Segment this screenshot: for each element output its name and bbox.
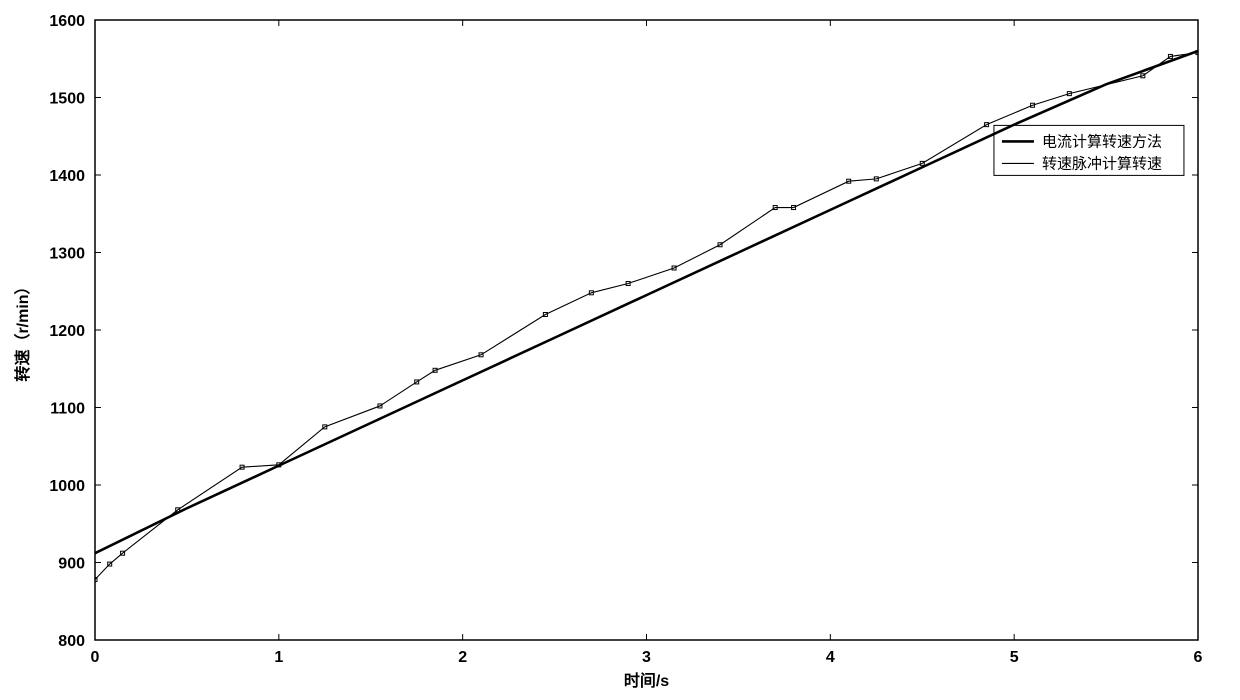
ytick-label: 1600	[49, 13, 85, 30]
line-chart: 0 1 2 3 4 5 6 800 900 1000 1100 1200 1300 1400 1500 160…	[0, 0, 1240, 700]
series-line-0	[95, 51, 1198, 553]
ytick-label: 1200	[49, 323, 85, 340]
x-axis-label: 时间/s	[624, 671, 669, 690]
series-line-1	[95, 53, 1198, 580]
ytick-label: 900	[58, 556, 85, 573]
y-axis-label: 转速（r/min）	[13, 278, 32, 381]
series-group	[93, 51, 1200, 582]
ytick-label: 800	[58, 633, 85, 650]
ytick-label: 1400	[49, 168, 85, 185]
legend-label: 电流计算转速方法	[1042, 132, 1162, 150]
ytick-label: 1500	[49, 91, 85, 108]
ytick-label: 1100	[50, 401, 85, 418]
ytick-label: 1000	[49, 478, 85, 495]
xtick-label: 4	[826, 649, 835, 666]
xtick-label: 6	[1194, 649, 1203, 666]
xtick-label: 2	[458, 649, 467, 666]
xtick-label: 5	[1010, 649, 1019, 666]
xtick-label: 0	[91, 649, 100, 666]
plot-area	[95, 20, 1198, 640]
legend-label: 转速脉冲计算转速	[1042, 154, 1162, 172]
xtick-label: 1	[274, 649, 283, 666]
chart-container: 0 1 2 3 4 5 6 800 900 1000 1100 1200 1300 1400 1500 160…	[0, 0, 1240, 700]
xtick-label: 3	[642, 649, 651, 666]
ytick-label: 1300	[49, 246, 85, 263]
